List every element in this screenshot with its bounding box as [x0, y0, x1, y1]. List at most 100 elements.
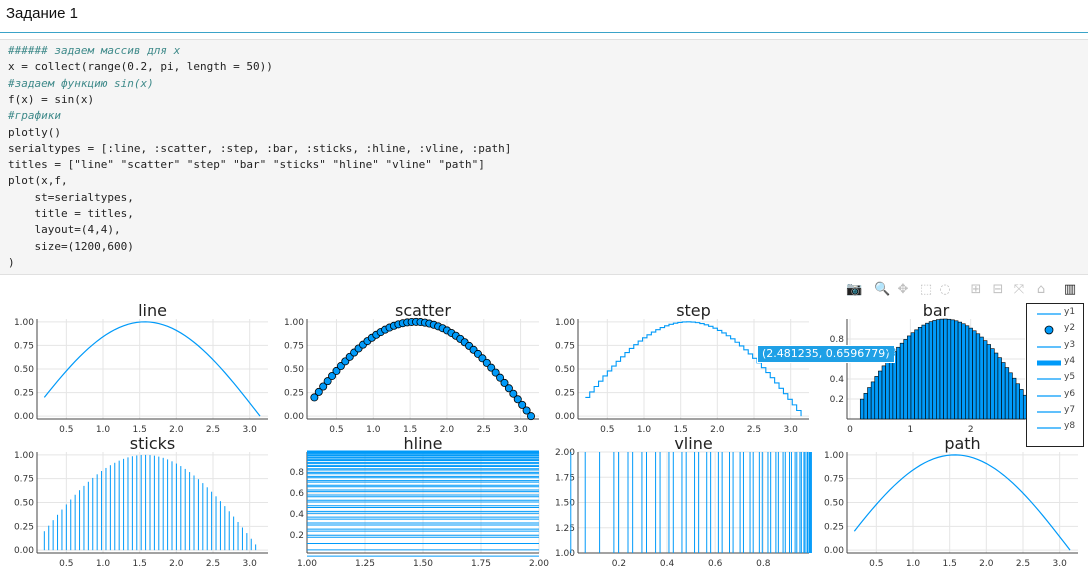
x-tick-label: 1.25	[355, 559, 375, 569]
x-tick-label: 1.5	[943, 559, 957, 569]
data-point	[314, 387, 323, 396]
subplot-title: path	[944, 434, 980, 453]
y-tick-label: 1.00	[555, 549, 575, 559]
y-tick-label: 0.25	[14, 389, 34, 399]
bar	[968, 327, 973, 420]
data-point	[518, 400, 527, 409]
bar	[957, 321, 962, 420]
plot-grid: 0.5 1.0 1.5 2.0 2.5 3.00.000.250.500.751.00li…	[14, 301, 1078, 569]
zoom-in-icon[interactable]: ⊞	[970, 282, 982, 297]
legend-swatch	[1037, 360, 1061, 366]
y-tick-label: 0.25	[14, 522, 34, 532]
y-tick-label: 0.6	[290, 489, 305, 499]
x-tick-label: 0.8	[756, 559, 771, 569]
y-tick-label: 0.75	[555, 341, 575, 351]
x-tick-label: 1.0	[366, 425, 381, 435]
x-tick-label: 2.0	[169, 425, 184, 435]
pan-icon[interactable]: ✥	[897, 282, 909, 297]
x-tick-label: 1.5	[133, 559, 147, 569]
legend-item-y1[interactable]: y1	[1027, 306, 1083, 322]
legend-label: y6	[1064, 388, 1076, 399]
autoscale-icon[interactable]: ⤧	[1013, 282, 1025, 297]
y-tick-label: 0.25	[284, 389, 304, 399]
bar	[921, 324, 926, 420]
x-tick-label: 2.5	[206, 559, 220, 569]
data-point	[319, 382, 328, 391]
subplot-title: bar	[923, 301, 950, 320]
x-tick-label: 2.5	[477, 425, 491, 435]
y-tick-label: 0.75	[14, 341, 34, 351]
legend[interactable]: y1 y2 y3 y4 y5 y6 y7 y8	[1026, 303, 1084, 447]
bar	[1015, 383, 1020, 420]
bar	[975, 333, 981, 420]
bar	[907, 335, 912, 420]
x-tick-label: 0.5	[600, 425, 614, 435]
x-tick-label: 1.50	[413, 559, 433, 569]
data-point	[487, 363, 496, 372]
bar	[979, 336, 984, 420]
y-tick-label: 0.00	[14, 412, 34, 422]
legend-label: y3	[1064, 339, 1076, 350]
x-tick-label: 1.0	[906, 559, 921, 569]
legend-swatch	[1037, 313, 1061, 315]
bar	[881, 365, 886, 420]
legend-item-y7[interactable]: y7	[1027, 404, 1083, 420]
code-line: serialtypes = [:line, :scatter, :step, :…	[8, 141, 512, 155]
x-tick-label: 2.0	[169, 559, 184, 569]
x-tick-label: 1.75	[471, 559, 491, 569]
code-line: st=serialtypes,	[8, 190, 134, 204]
legend-item-y4[interactable]: y4	[1027, 355, 1083, 371]
bar	[859, 398, 865, 420]
subplot-sticks: 0.5 1.0 1.5 2.0 2.5 3.0 0.00 0.25 0.50 0.75 1.00 st…	[14, 434, 268, 569]
x-tick-label: 3.0	[784, 425, 799, 435]
legend-item-y2[interactable]: y2	[1027, 322, 1083, 338]
y-tick-label: 1.00	[14, 318, 34, 328]
x-tick-label: 1.00	[297, 559, 317, 569]
zoom-out-icon[interactable]: ⊟	[992, 282, 1004, 297]
plotly-logo-icon[interactable]: ▥	[1063, 282, 1077, 297]
data-point	[328, 371, 337, 380]
bar	[867, 387, 872, 420]
subplot-hline: 1.00 1.25 1.50 1.75 2.00 0.2 0.4 0.6 0.8 hline	[290, 434, 550, 569]
x-tick-label: 3.0	[243, 425, 258, 435]
lasso-select-icon[interactable]: ◌	[939, 282, 951, 297]
bar	[990, 348, 995, 420]
camera-icon[interactable]: 📷	[846, 282, 863, 297]
y-tick-label: 0.25	[555, 389, 575, 399]
legend-item-y5[interactable]: y5	[1027, 371, 1083, 387]
cell-title: Задание 1	[6, 5, 79, 22]
x-tick-label: 2.00	[529, 559, 549, 569]
x-tick-label: 0.2	[612, 559, 626, 569]
legend-item-y6[interactable]: y6	[1027, 388, 1083, 404]
x-tick-label: 2.5	[747, 425, 761, 435]
bar	[925, 322, 930, 420]
legend-label: y1	[1064, 307, 1076, 317]
code-line: plot(x,f,	[8, 174, 68, 188]
y-tick-label: 0.50	[284, 365, 304, 375]
x-tick-label: 2.0	[710, 425, 725, 435]
code-cell[interactable]: ###### задаем массив для x x = collect(ra…	[0, 39, 1088, 275]
bar	[950, 319, 955, 420]
reset-axes-icon[interactable]: ⌂	[1036, 282, 1046, 297]
data-point	[513, 395, 522, 404]
data-point	[504, 384, 513, 393]
legend-item-y8[interactable]: y8	[1027, 420, 1083, 436]
legend-label: y8	[1064, 421, 1076, 432]
code-line: layout=(4,4),	[8, 223, 121, 237]
bar	[910, 332, 915, 420]
y-tick-label: 0.75	[824, 475, 844, 485]
hover-tooltip: (2.481235, 0.6596779)	[757, 345, 895, 363]
series-step	[585, 321, 802, 417]
data-point	[332, 366, 341, 375]
x-tick-label: 3.0	[513, 425, 528, 435]
bar	[1019, 389, 1024, 420]
zoom-icon[interactable]: 🔍	[874, 282, 891, 297]
hover-tooltip-series: y3	[883, 346, 897, 359]
legend-item-y3[interactable]: y3	[1027, 339, 1083, 355]
subplot-path: 0.5 1.0 1.5 2.0 2.5 3.0 0.00 0.25 0.50 0.75 1.00 pa…	[824, 434, 1078, 569]
legend-swatch	[1037, 427, 1061, 429]
data-point	[509, 389, 518, 398]
box-select-icon[interactable]: ⬚	[919, 282, 933, 297]
x-tick-label: 1	[907, 425, 913, 435]
